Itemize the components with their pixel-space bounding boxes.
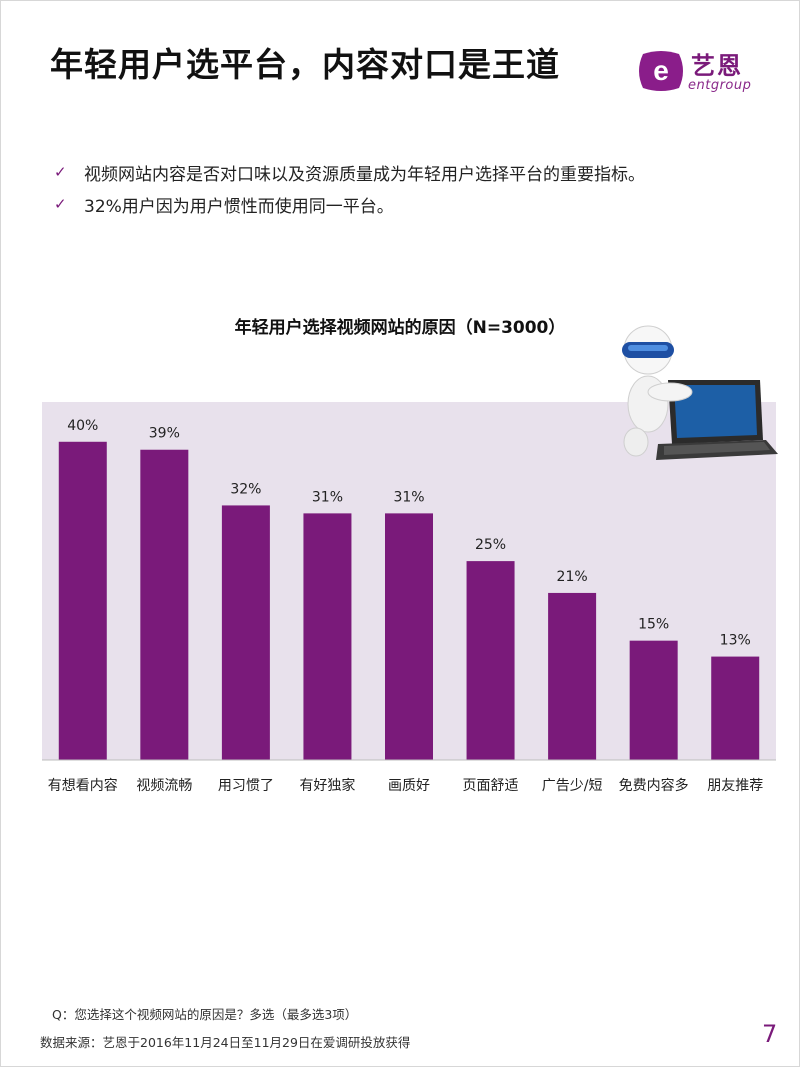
category-label: 页面舒适: [463, 778, 519, 794]
category-label: 画质好: [388, 778, 430, 794]
category-label: 朋友推荐: [707, 778, 763, 794]
bullet-list: ✓ 视频网站内容是否对口味以及资源质量成为年轻用户选择平台的重要指标。 ✓ 32…: [54, 156, 645, 220]
category-label: 免费内容多: [619, 777, 689, 794]
data-label: 31%: [393, 489, 424, 505]
category-label: 视频流畅: [136, 778, 192, 794]
bullet-text: 32%用户因为用户惯性而使用同一平台。: [84, 196, 394, 217]
category-label: 有好独家: [299, 777, 355, 794]
bullet-item: ✓ 视频网站内容是否对口味以及资源质量成为年轻用户选择平台的重要指标。: [54, 156, 645, 188]
data-source: 数据来源：艺恩于2016年11月24日至11月29日在爱调研投放获得: [40, 1035, 411, 1050]
bullet-item: ✓ 32%用户因为用户惯性而使用同一平台。: [54, 188, 645, 220]
logo-name: 艺恩: [691, 52, 743, 80]
page-title: 年轻用户选平台，内容对口是王道: [50, 45, 560, 84]
survey-question: Q：您选择这个视频网站的原因是？多选（最多选3项）: [52, 1007, 358, 1022]
entgroup-logo: e 艺恩 entgroup: [633, 46, 763, 98]
bar-9: [711, 656, 760, 760]
data-label: 31%: [312, 489, 343, 505]
data-label: 40%: [67, 418, 98, 434]
bar-8: [629, 640, 678, 760]
data-label: 21%: [557, 569, 588, 585]
chart-title: 年轻用户选择视频网站的原因（N=3000）: [234, 318, 566, 338]
svg-text:e: e: [653, 55, 669, 86]
data-label: 25%: [475, 537, 506, 553]
category-label: 用习惯了: [218, 777, 274, 794]
bullet-text: 视频网站内容是否对口味以及资源质量成为年轻用户选择平台的重要指标。: [84, 164, 645, 185]
bar-chart: 40% 有想看内容 39% 视频流畅 32% 用习惯了 31% 有好独家 31% 画质好 25% 页面…: [42, 402, 776, 794]
bar-1: [58, 441, 107, 760]
category-label: 有想看内容: [48, 777, 118, 794]
bar-2: [140, 449, 189, 760]
bar-7: [548, 592, 597, 760]
data-label: 32%: [230, 481, 261, 497]
data-label: 15%: [638, 617, 669, 633]
checkmark-icon: ✓: [54, 163, 67, 181]
category-label: 广告少/短: [542, 778, 603, 794]
checkmark-icon: ✓: [54, 195, 67, 213]
data-label: 13%: [720, 633, 751, 649]
bar-6: [466, 561, 515, 760]
bar-4: [303, 513, 352, 760]
bar-5: [385, 513, 433, 760]
logo-e-icon: e: [639, 51, 683, 91]
bar-3: [221, 505, 270, 760]
page-number: 7: [762, 1020, 778, 1048]
data-label: 39%: [149, 426, 180, 442]
robot-laptop-illustration: [622, 325, 778, 460]
logo-subtitle: entgroup: [688, 78, 752, 93]
